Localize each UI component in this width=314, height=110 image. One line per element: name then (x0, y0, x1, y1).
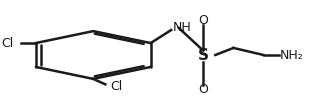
Text: NH₂: NH₂ (280, 49, 304, 61)
Text: NH: NH (173, 21, 192, 34)
Text: O: O (198, 14, 208, 27)
Text: Cl: Cl (1, 37, 13, 50)
Text: Cl: Cl (110, 80, 122, 93)
Text: O: O (198, 83, 208, 96)
Text: S: S (198, 48, 209, 62)
